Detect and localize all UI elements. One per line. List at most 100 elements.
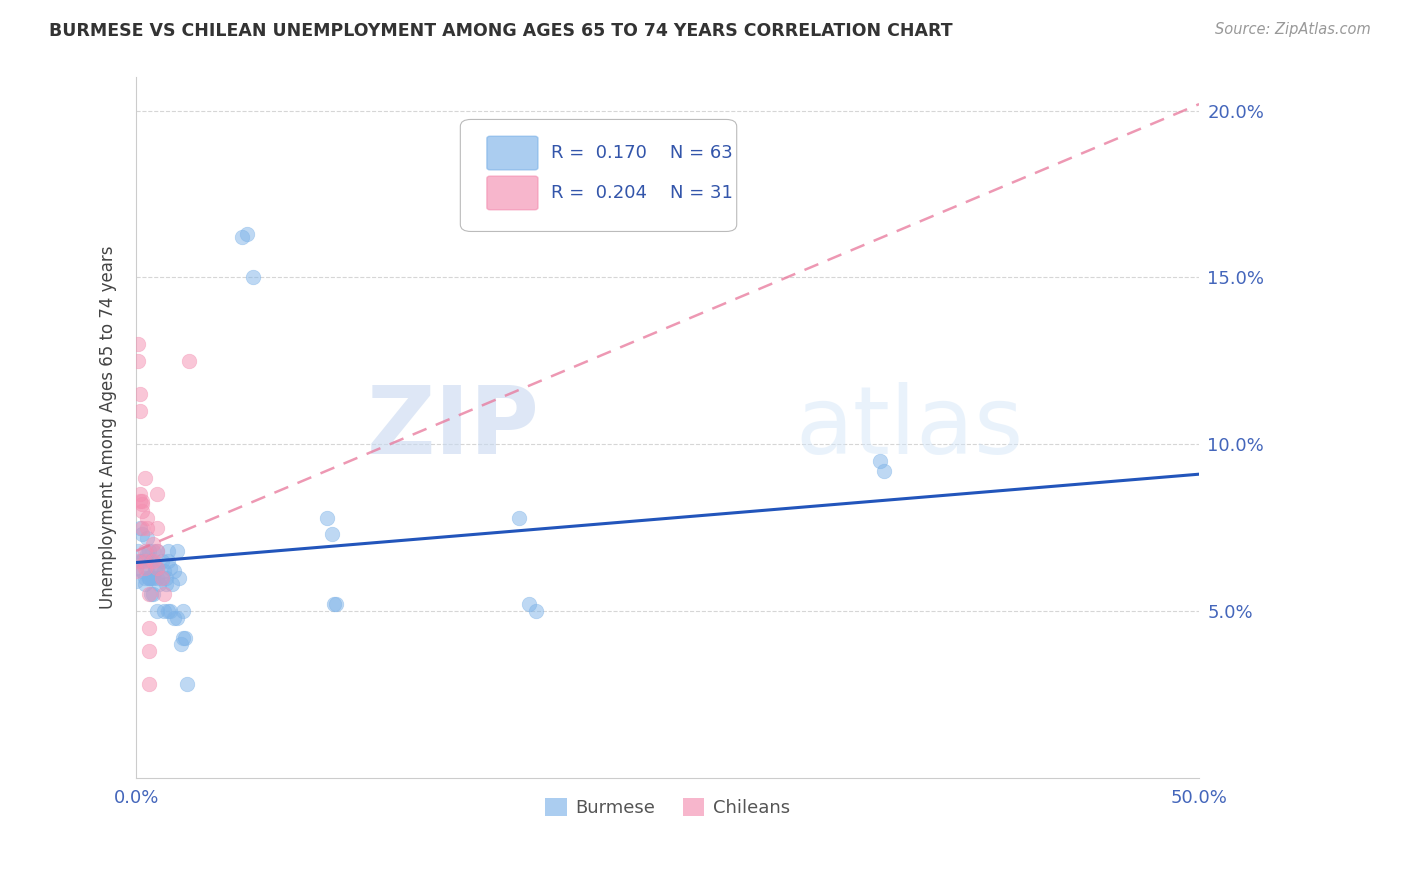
Point bbox=[125, 560, 148, 574]
FancyBboxPatch shape bbox=[486, 136, 538, 169]
Point bbox=[146, 604, 169, 618]
Point bbox=[159, 560, 181, 574]
Point bbox=[142, 554, 165, 568]
Text: ZIP: ZIP bbox=[367, 382, 540, 474]
Point bbox=[325, 597, 347, 611]
Point bbox=[179, 354, 201, 368]
Point bbox=[170, 637, 193, 651]
Point bbox=[135, 547, 157, 561]
Point bbox=[873, 464, 896, 478]
Point bbox=[138, 570, 160, 584]
Point bbox=[139, 554, 162, 568]
Point bbox=[131, 504, 153, 518]
Point bbox=[139, 587, 162, 601]
Point bbox=[142, 587, 165, 601]
Point bbox=[131, 564, 153, 578]
Point bbox=[134, 577, 156, 591]
Legend: Burmese, Chileans: Burmese, Chileans bbox=[537, 790, 797, 824]
Point bbox=[152, 564, 174, 578]
Point bbox=[146, 544, 169, 558]
Point bbox=[131, 527, 153, 541]
Point bbox=[150, 554, 173, 568]
Point bbox=[146, 487, 169, 501]
Point bbox=[127, 337, 149, 351]
Point bbox=[134, 570, 156, 584]
Text: BURMESE VS CHILEAN UNEMPLOYMENT AMONG AGES 65 TO 74 YEARS CORRELATION CHART: BURMESE VS CHILEAN UNEMPLOYMENT AMONG AG… bbox=[49, 22, 953, 40]
Point bbox=[162, 577, 184, 591]
Point bbox=[156, 604, 179, 618]
Point bbox=[138, 544, 160, 558]
Point bbox=[146, 560, 169, 574]
Point bbox=[129, 554, 152, 568]
Point bbox=[146, 560, 169, 574]
Point bbox=[129, 387, 152, 401]
Point bbox=[231, 230, 253, 244]
Point bbox=[159, 604, 181, 618]
Point bbox=[125, 554, 148, 568]
Point bbox=[135, 560, 157, 574]
Point bbox=[135, 520, 157, 534]
Point bbox=[142, 537, 165, 551]
Text: R =  0.170    N = 63: R = 0.170 N = 63 bbox=[551, 144, 733, 162]
Point bbox=[142, 544, 165, 558]
Point bbox=[172, 604, 194, 618]
Y-axis label: Unemployment Among Ages 65 to 74 years: Unemployment Among Ages 65 to 74 years bbox=[100, 246, 117, 609]
Point bbox=[166, 544, 188, 558]
Point bbox=[135, 510, 157, 524]
FancyBboxPatch shape bbox=[486, 176, 538, 210]
Point bbox=[134, 470, 156, 484]
Point bbox=[163, 564, 186, 578]
Text: atlas: atlas bbox=[796, 382, 1024, 474]
Point bbox=[519, 597, 541, 611]
Point bbox=[127, 354, 149, 368]
Point bbox=[134, 554, 156, 568]
Point bbox=[125, 574, 148, 588]
Point bbox=[321, 527, 343, 541]
Point bbox=[146, 544, 169, 558]
Point bbox=[131, 520, 153, 534]
Point bbox=[242, 270, 264, 285]
Point bbox=[139, 570, 162, 584]
Point bbox=[167, 570, 190, 584]
Point bbox=[152, 604, 174, 618]
Point bbox=[134, 560, 156, 574]
Point bbox=[235, 227, 257, 241]
Point bbox=[142, 570, 165, 584]
Point bbox=[163, 610, 186, 624]
Point bbox=[869, 454, 891, 468]
Point bbox=[131, 493, 153, 508]
Point bbox=[138, 621, 160, 635]
Point bbox=[146, 570, 169, 584]
Point bbox=[524, 604, 547, 618]
Point bbox=[172, 631, 194, 645]
FancyBboxPatch shape bbox=[460, 120, 737, 231]
Point bbox=[138, 644, 160, 658]
Point bbox=[135, 531, 157, 545]
Point bbox=[152, 587, 174, 601]
Point bbox=[134, 544, 156, 558]
Point bbox=[155, 577, 177, 591]
Point bbox=[148, 577, 170, 591]
Point bbox=[156, 544, 179, 558]
Point bbox=[129, 493, 152, 508]
Text: R =  0.204    N = 31: R = 0.204 N = 31 bbox=[551, 184, 733, 202]
Point bbox=[143, 560, 166, 574]
Point bbox=[176, 677, 198, 691]
Point bbox=[155, 570, 177, 584]
Point bbox=[129, 404, 152, 418]
Point bbox=[131, 497, 153, 511]
Point bbox=[127, 544, 149, 558]
Point bbox=[150, 570, 173, 584]
Point bbox=[150, 570, 173, 584]
Point bbox=[125, 564, 148, 578]
Point bbox=[138, 570, 160, 584]
Point bbox=[143, 564, 166, 578]
Text: Source: ZipAtlas.com: Source: ZipAtlas.com bbox=[1215, 22, 1371, 37]
Point bbox=[131, 554, 153, 568]
Point bbox=[146, 520, 169, 534]
Point bbox=[138, 677, 160, 691]
Point bbox=[129, 487, 152, 501]
Point bbox=[138, 587, 160, 601]
Point bbox=[166, 610, 188, 624]
Point bbox=[129, 520, 152, 534]
